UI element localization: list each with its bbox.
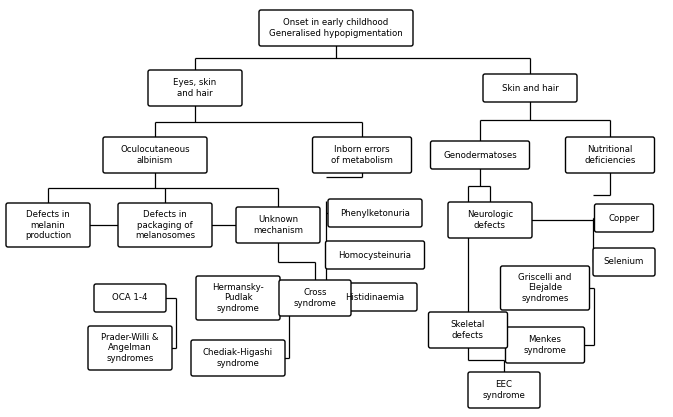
- Text: EEC
syndrome: EEC syndrome: [483, 380, 526, 400]
- Text: Menkes
syndrome: Menkes syndrome: [524, 335, 567, 355]
- Text: Cross
syndrome: Cross syndrome: [293, 288, 336, 308]
- FancyBboxPatch shape: [6, 203, 90, 247]
- FancyBboxPatch shape: [279, 280, 351, 316]
- FancyBboxPatch shape: [431, 141, 530, 169]
- FancyBboxPatch shape: [565, 137, 655, 173]
- Text: Phenylketonuria: Phenylketonuria: [340, 208, 410, 218]
- Text: Neurologic
defects: Neurologic defects: [467, 210, 513, 230]
- FancyBboxPatch shape: [468, 372, 540, 408]
- FancyBboxPatch shape: [483, 74, 577, 102]
- FancyBboxPatch shape: [94, 284, 166, 312]
- FancyBboxPatch shape: [505, 327, 584, 363]
- Text: Eyes, skin
and hair: Eyes, skin and hair: [174, 78, 217, 98]
- FancyBboxPatch shape: [328, 199, 422, 227]
- Text: Defects in
melanin
production: Defects in melanin production: [25, 210, 71, 240]
- Text: Oculocutaneous
albinism: Oculocutaneous albinism: [120, 145, 190, 165]
- Text: Histidinaemia: Histidinaemia: [345, 292, 404, 301]
- Text: Inborn errors
of metabolism: Inborn errors of metabolism: [331, 145, 393, 165]
- FancyBboxPatch shape: [196, 276, 280, 320]
- Text: Homocysteinuria: Homocysteinuria: [339, 251, 411, 259]
- FancyBboxPatch shape: [429, 312, 507, 348]
- Text: Defects in
packaging of
melanosomes: Defects in packaging of melanosomes: [135, 210, 195, 240]
- FancyBboxPatch shape: [148, 70, 242, 106]
- Text: Unknown
mechanism: Unknown mechanism: [253, 215, 303, 235]
- Text: Selenium: Selenium: [604, 258, 644, 266]
- FancyBboxPatch shape: [236, 207, 320, 243]
- Text: Prader-Willi &
Angelman
syndromes: Prader-Willi & Angelman syndromes: [101, 333, 159, 363]
- Text: Hermansky-
Pudlak
syndrome: Hermansky- Pudlak syndrome: [212, 283, 264, 313]
- FancyBboxPatch shape: [88, 326, 172, 370]
- Text: Copper: Copper: [608, 214, 639, 223]
- FancyBboxPatch shape: [103, 137, 207, 173]
- Text: Griscelli and
Elejalde
syndromes: Griscelli and Elejalde syndromes: [518, 273, 571, 303]
- FancyBboxPatch shape: [312, 137, 411, 173]
- FancyBboxPatch shape: [326, 241, 425, 269]
- FancyBboxPatch shape: [259, 10, 413, 46]
- FancyBboxPatch shape: [594, 204, 653, 232]
- Text: Chediak-Higashi
syndrome: Chediak-Higashi syndrome: [203, 348, 273, 368]
- Text: Skeletal
defects: Skeletal defects: [451, 320, 485, 340]
- FancyBboxPatch shape: [593, 248, 655, 276]
- FancyBboxPatch shape: [333, 283, 417, 311]
- Text: Onset in early childhood
Generalised hypopigmentation: Onset in early childhood Generalised hyp…: [269, 18, 403, 38]
- Text: Nutritional
deficiencies: Nutritional deficiencies: [584, 145, 636, 165]
- FancyBboxPatch shape: [191, 340, 285, 376]
- FancyBboxPatch shape: [501, 266, 590, 310]
- Text: Skin and hair: Skin and hair: [501, 83, 559, 93]
- FancyBboxPatch shape: [118, 203, 212, 247]
- Text: OCA 1-4: OCA 1-4: [112, 294, 148, 302]
- Text: Genodermatoses: Genodermatoses: [443, 151, 517, 159]
- FancyBboxPatch shape: [448, 202, 532, 238]
